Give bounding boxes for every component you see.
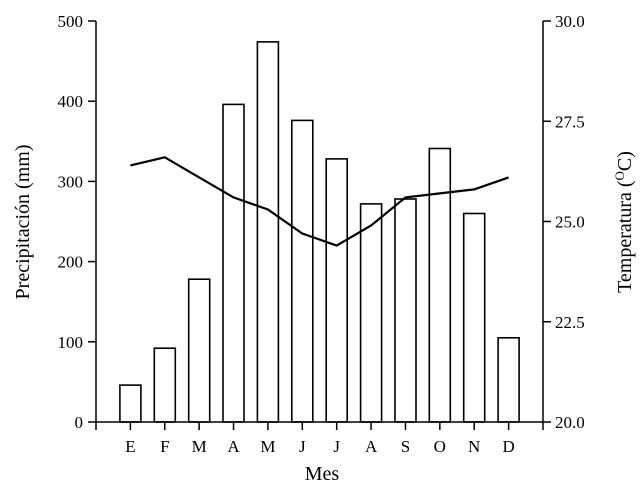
- y2-tick-label-1: 22.5: [555, 313, 585, 332]
- bar-2: [187, 278, 211, 423]
- y2-axis-title-prefix: Temperatura (: [614, 180, 636, 293]
- bar-4: [256, 41, 280, 423]
- y2-tick-label-2: 25.0: [555, 213, 585, 232]
- y2-tick-label-0: 20.0: [555, 413, 585, 432]
- x-tick-label-5: J: [299, 437, 306, 456]
- x-tick-label-0: E: [125, 437, 135, 456]
- y2-axis-title-superscript: O: [612, 171, 627, 180]
- bar-3: [222, 103, 245, 423]
- bar-0: [119, 384, 142, 423]
- y-tick-label-4: 400: [58, 92, 84, 111]
- x-tick-label-9: O: [434, 437, 446, 456]
- bar-1: [153, 347, 177, 423]
- temperature-line: [130, 156, 509, 247]
- x-tick-label-3: A: [227, 437, 240, 456]
- x-tick-label-8: S: [401, 437, 410, 456]
- x-tick-label-10: N: [468, 437, 480, 456]
- y-tick-label-2: 200: [58, 253, 84, 272]
- y2-tick-label-3: 27.5: [555, 112, 585, 131]
- bars-layer: [119, 41, 520, 423]
- x-tick-label-7: A: [365, 437, 378, 456]
- x-tick-label-1: F: [160, 437, 169, 456]
- x-tick-label-4: M: [260, 437, 275, 456]
- bar-8: [394, 198, 417, 423]
- bar-10: [462, 212, 486, 423]
- y-tick-label-1: 100: [58, 333, 84, 352]
- bar-6: [325, 158, 349, 423]
- bar-7: [359, 203, 383, 423]
- labels-layer: Mes Precipitación (mm) Temperatura (OC): [12, 145, 636, 485]
- y-tick-label-0: 0: [75, 413, 84, 432]
- temperature-line-layer: [130, 156, 509, 247]
- x-tick-label-2: M: [192, 437, 207, 456]
- bar-11: [497, 336, 520, 423]
- y-tick-label-3: 300: [58, 172, 84, 191]
- axes-layer: 0 100 200 300 400 500 20.0 22.5 25.0 27.5 30.0 E F M A…: [58, 12, 585, 456]
- x-axis-title: Mes: [305, 463, 340, 485]
- y-tick-label-5: 500: [58, 12, 84, 31]
- bar-5: [290, 119, 314, 423]
- bar-9: [428, 147, 452, 423]
- y2-tick-label-4: 30.0: [555, 12, 585, 31]
- x-tick-label-11: D: [502, 437, 514, 456]
- x-tick-label-6: J: [333, 437, 340, 456]
- y-axis-title: Precipitación (mm): [12, 145, 34, 300]
- y2-axis-title: Temperatura (OC): [612, 151, 636, 293]
- y2-axis-title-suffix: C): [614, 151, 636, 171]
